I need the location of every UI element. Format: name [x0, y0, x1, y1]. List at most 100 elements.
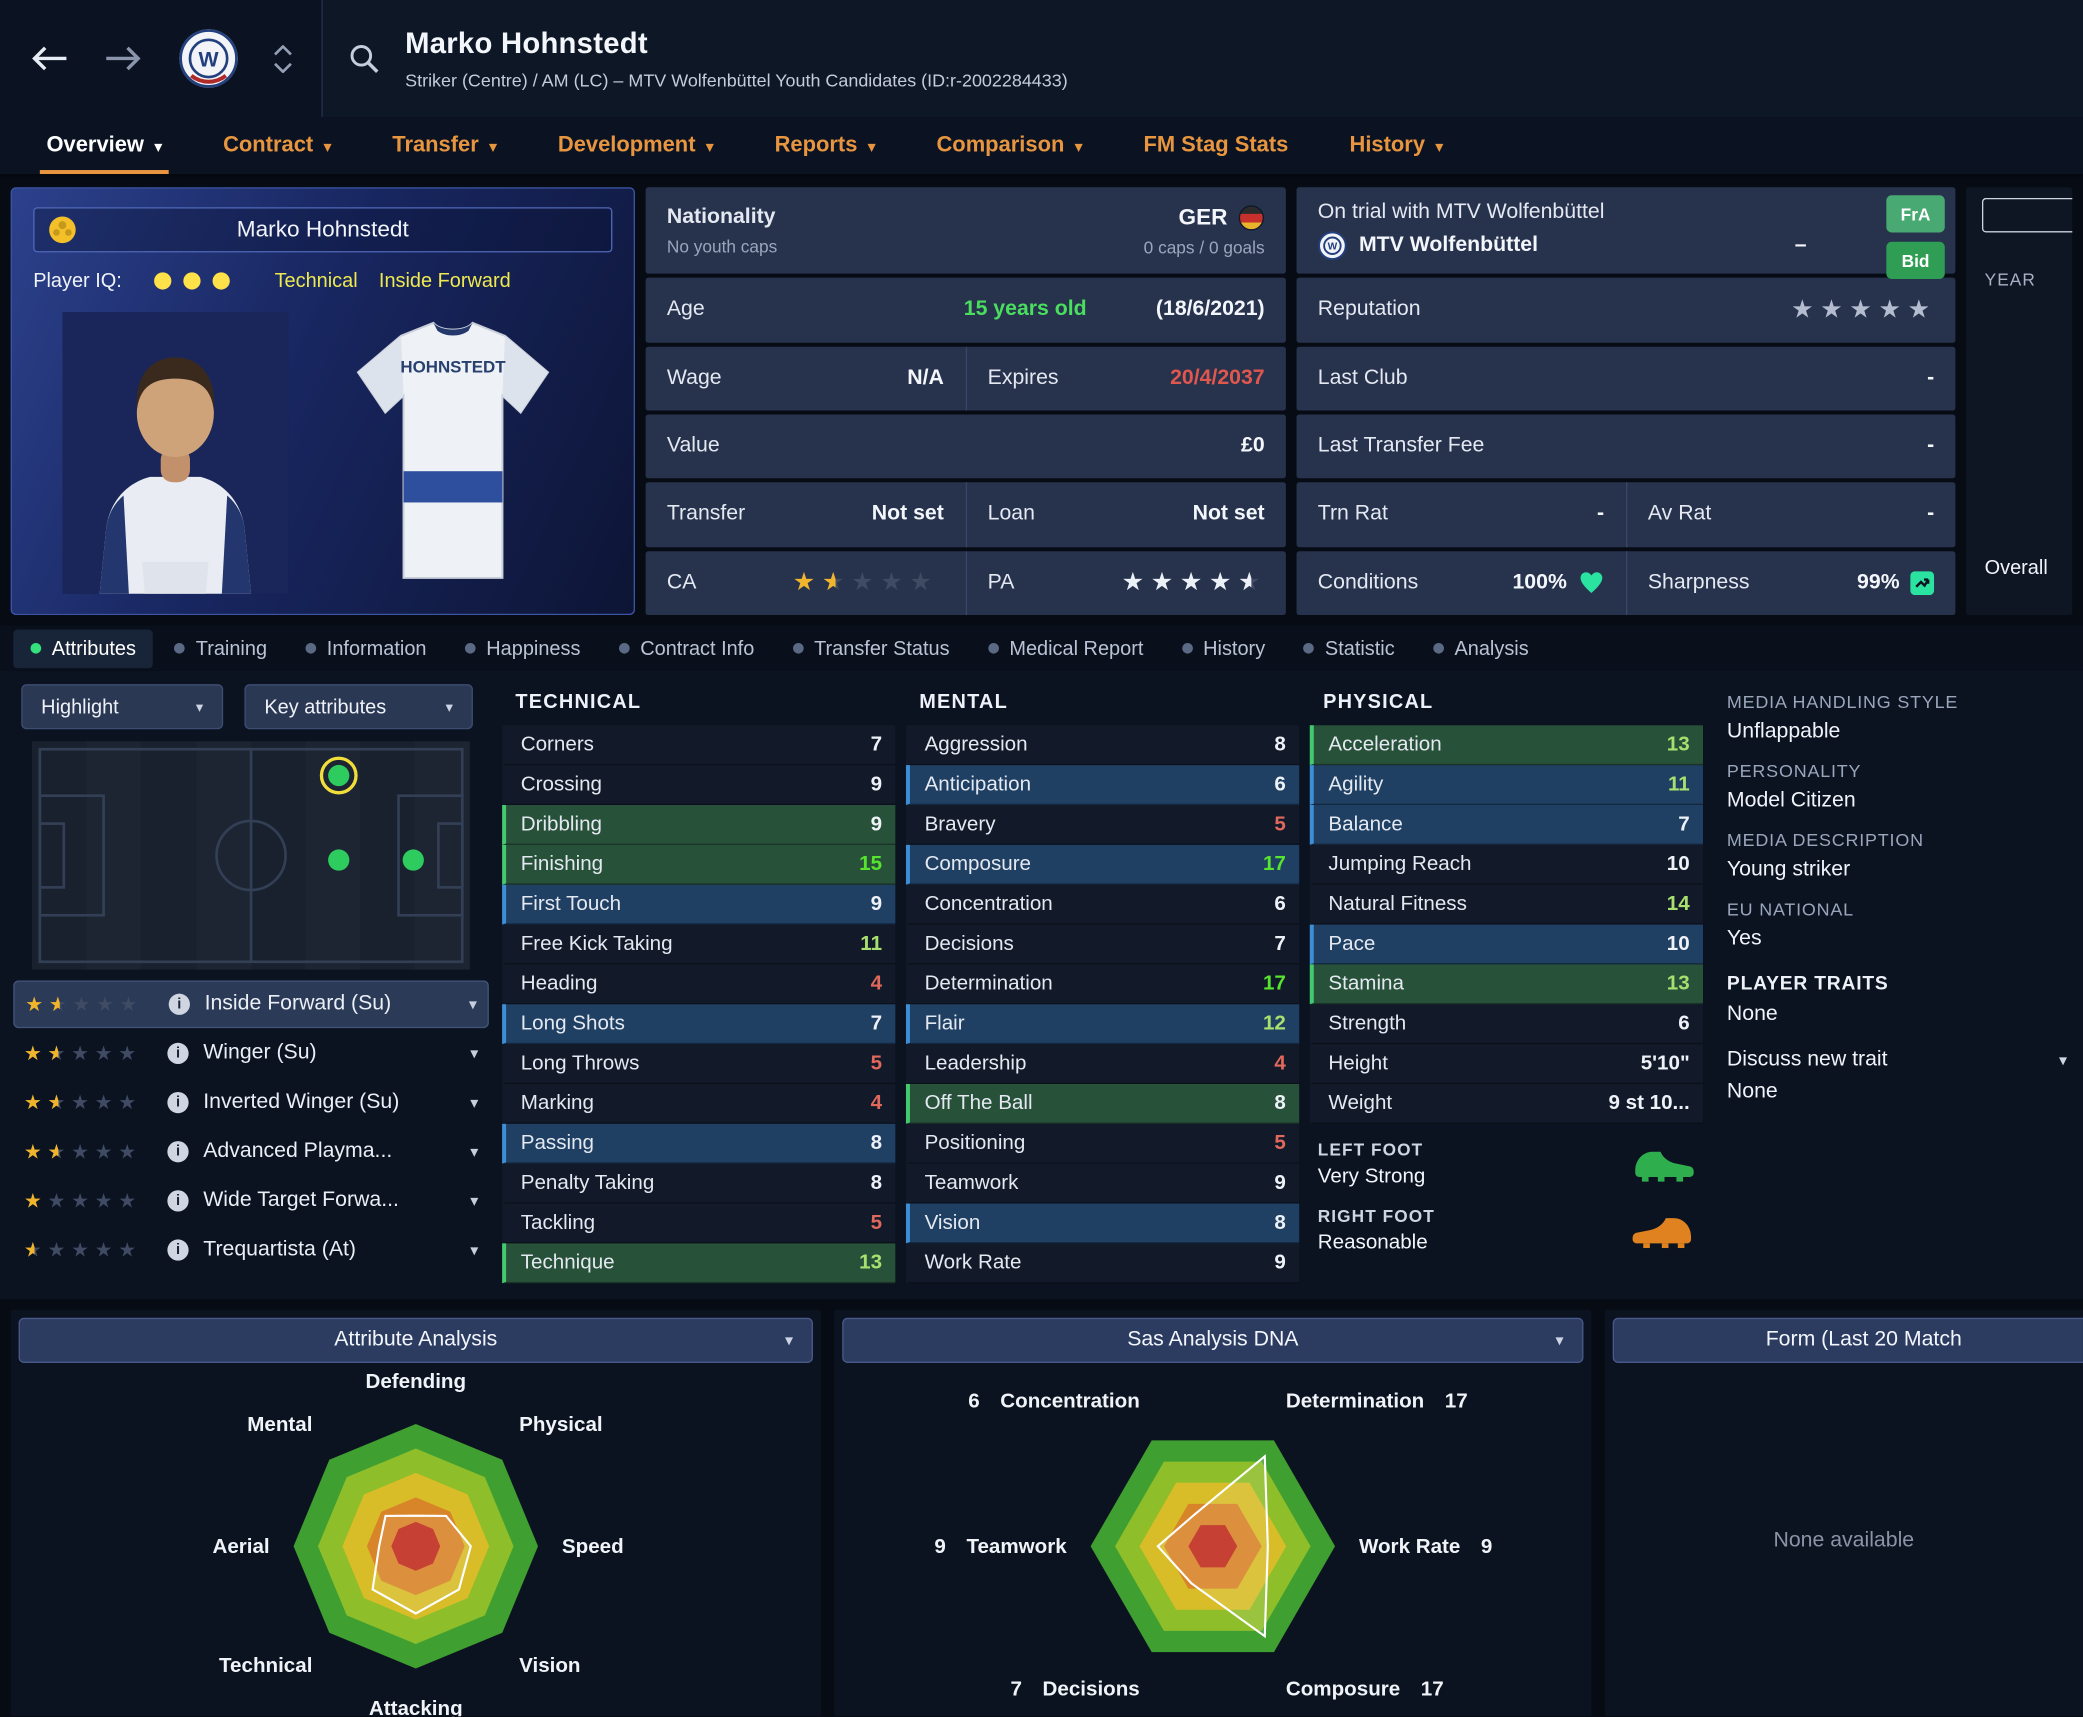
attribute-row-decisions[interactable]: Decisions 7 — [905, 924, 1300, 965]
form-panel-header[interactable]: Form (Last 20 Match — [1612, 1317, 2083, 1363]
attribute-row-positioning[interactable]: Positioning 5 — [905, 1123, 1300, 1164]
value-label: Value — [666, 434, 720, 458]
attribute-row-leadership[interactable]: Leadership 4 — [905, 1044, 1300, 1084]
subtab-analysis[interactable]: Analysis — [1416, 629, 1546, 668]
attribute-row-finishing[interactable]: Finishing 15 — [502, 844, 896, 885]
attribute-row-teamwork[interactable]: Teamwork 9 — [905, 1163, 1300, 1204]
attribute-row-acceleration[interactable]: Acceleration 13 — [1309, 725, 1704, 766]
reputation-row[interactable]: Reputation ★ ★ ★ ★ ★ ★ ★ ★ ★ ★ — [1296, 277, 1956, 343]
ratings-row[interactable]: Trn Rat - Av Rat - — [1296, 482, 1956, 547]
club-logo[interactable]: W — [178, 28, 239, 89]
tab-history[interactable]: History ▾ — [1319, 117, 1474, 174]
subtab-medical-report[interactable]: Medical Report — [971, 629, 1161, 668]
search-bar[interactable]: Marko Hohnstedt Striker (Centre) / AM (L… — [321, 0, 2083, 117]
attribute-row-marking[interactable]: Marking 4 — [502, 1083, 896, 1124]
tab-contract[interactable]: Contract ▾ — [193, 117, 362, 174]
back-button[interactable] — [29, 44, 69, 73]
tab-fm-stag-stats[interactable]: FM Stag Stats — [1113, 117, 1319, 174]
tab-comparison[interactable]: Comparison ▾ — [906, 117, 1113, 174]
attribute-row-concentration[interactable]: Concentration 6 — [905, 884, 1300, 925]
attribute-row-balance[interactable]: Balance 7 — [1309, 805, 1704, 845]
last-club-row[interactable]: Last Club - — [1296, 346, 1956, 411]
tab-development[interactable]: Development ▾ — [527, 117, 744, 174]
subtab-transfer-status[interactable]: Transfer Status — [776, 629, 967, 668]
attribute-row-composure[interactable]: Composure 17 — [905, 844, 1300, 885]
club-cycle-buttons[interactable] — [274, 44, 293, 73]
key-attributes-dropdown[interactable]: Key attributes ▾ — [244, 684, 473, 730]
forward-button[interactable] — [104, 44, 144, 73]
fra-button[interactable]: FrA — [1886, 195, 1945, 233]
chevron-down-icon: ▾ — [468, 994, 477, 1014]
attribute-analysis-header[interactable]: Attribute Analysis ▾ — [18, 1317, 813, 1363]
attribute-row-off-the-ball[interactable]: Off The Ball 8 — [905, 1083, 1300, 1124]
trial-club-row[interactable]: On trial with MTV Wolfenbüttel W MTV Wol… — [1296, 187, 1956, 275]
attribute-row-pace[interactable]: Pace 10 — [1309, 924, 1704, 965]
wage-expires-row[interactable]: Wage N/A Expires 20/4/2037 — [645, 346, 1286, 411]
club-dash-value: – — [1794, 233, 1807, 257]
attribute-row-aggression[interactable]: Aggression 8 — [905, 725, 1300, 766]
last-fee-row[interactable]: Last Transfer Fee - — [1296, 414, 1956, 479]
dna-analysis-header[interactable]: Sas Analysis DNA ▾ — [842, 1317, 1584, 1363]
fitness-row[interactable]: Conditions 100% Sharpness 99% — [1296, 550, 1956, 616]
attribute-row-anticipation[interactable]: Anticipation 6 — [905, 765, 1300, 806]
attribute-row-flair[interactable]: Flair 12 — [905, 1004, 1300, 1045]
subtab-contract-info[interactable]: Contract Info — [602, 629, 772, 668]
transfer-loan-row[interactable]: Transfer Not set Loan Not set — [645, 482, 1286, 547]
ca-pa-row[interactable]: CA ★★★★★★★★★★ PA ★★★★★★★★★★ — [645, 550, 1286, 616]
attribute-row-jumping-reach[interactable]: Jumping Reach 10 — [1309, 844, 1704, 885]
attribute-row-penalty-taking[interactable]: Penalty Taking 8 — [502, 1163, 896, 1204]
subtab-history[interactable]: History — [1165, 629, 1283, 668]
attribute-row-technique[interactable]: Technique 13 — [502, 1243, 896, 1284]
cutoff-selector[interactable] — [1981, 197, 2073, 233]
chevron-down-icon: ▾ — [489, 139, 497, 156]
style-tag-technical: Technical — [274, 269, 358, 293]
highlight-dropdown[interactable]: Highlight ▾ — [21, 684, 224, 730]
discuss-new-trait-button[interactable]: Discuss new trait ▾ — [1727, 1048, 2067, 1072]
attribute-row-work-rate[interactable]: Work Rate 9 — [905, 1243, 1300, 1284]
attribute-row-bravery[interactable]: Bravery 5 — [905, 805, 1300, 845]
attribute-row-determination[interactable]: Determination 17 — [905, 964, 1300, 1005]
age-row[interactable]: Age 15 years old (18/6/2021) — [645, 277, 1286, 343]
attribute-row-tackling[interactable]: Tackling 5 — [502, 1203, 896, 1244]
conditions-value: 100% — [1512, 570, 1567, 594]
attribute-row-strength[interactable]: Strength 6 — [1309, 1004, 1704, 1045]
bid-button[interactable]: Bid — [1886, 241, 1945, 279]
attribute-row-stamina[interactable]: Stamina 13 — [1309, 964, 1704, 1005]
attribute-row-height[interactable]: Height 5'10" — [1309, 1044, 1704, 1084]
attribute-row-free-kick-taking[interactable]: Free Kick Taking 11 — [502, 924, 896, 965]
subtab-training[interactable]: Training — [157, 629, 284, 668]
star-icon: ★★ — [118, 1189, 137, 1213]
subtab-information[interactable]: Information — [288, 629, 443, 668]
role-rating-stars: ★★★★★★★★★★ — [24, 1043, 162, 1063]
attribute-row-crossing[interactable]: Crossing 9 — [502, 765, 896, 806]
attribute-row-corners[interactable]: Corners 7 — [502, 725, 896, 766]
attribute-row-passing[interactable]: Passing 8 — [502, 1123, 896, 1164]
attribute-row-dribbling[interactable]: Dribbling 9 — [502, 805, 896, 845]
attribute-label: Free Kick Taking — [520, 931, 673, 955]
attribute-row-vision[interactable]: Vision 8 — [905, 1203, 1300, 1244]
value-row[interactable]: Value £0 — [645, 414, 1286, 479]
attribute-row-natural-fitness[interactable]: Natural Fitness 14 — [1309, 884, 1704, 925]
attribute-row-first-touch[interactable]: First Touch 9 — [502, 884, 896, 925]
attribute-row-long-throws[interactable]: Long Throws 5 — [502, 1044, 896, 1084]
subtab-bar: Attributes Training Information Happiness Co… — [0, 625, 2083, 671]
tab-reports[interactable]: Reports ▾ — [744, 117, 906, 174]
subtab-statistic[interactable]: Statistic — [1286, 629, 1412, 668]
tab-overview[interactable]: Overview ▾ — [16, 117, 193, 175]
attribute-row-long-shots[interactable]: Long Shots 7 — [502, 1004, 896, 1045]
subtab-happiness[interactable]: Happiness — [448, 629, 598, 668]
tab-transfer[interactable]: Transfer ▾ — [362, 117, 528, 174]
value-amount: £0 — [1240, 434, 1265, 458]
subtab-attributes[interactable]: Attributes — [13, 628, 154, 668]
attribute-row-agility[interactable]: Agility 11 — [1309, 765, 1704, 806]
role-label: Advanced Playma... — [203, 1139, 393, 1163]
attribute-row-heading[interactable]: Heading 4 — [502, 964, 896, 1005]
nationality-row[interactable]: Nationality No youth caps GER — [645, 187, 1286, 275]
attribute-row-weight[interactable]: Weight 9 st 10... — [1309, 1083, 1704, 1124]
